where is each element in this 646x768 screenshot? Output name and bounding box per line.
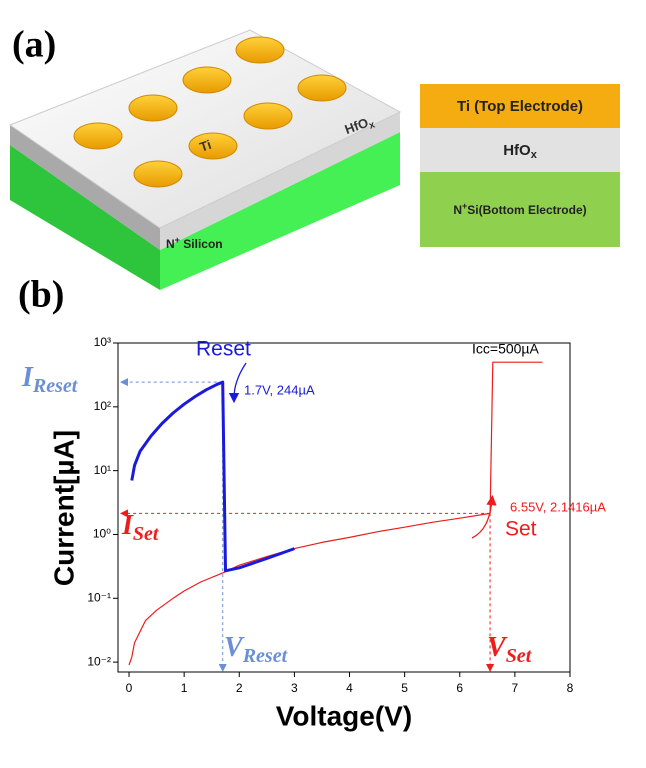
electrode (243, 102, 293, 130)
text: Si(Bottom Electrode) (467, 203, 586, 217)
annotation: Icc=500µA (472, 341, 539, 357)
silicon-label: N+ Silicon (166, 235, 223, 251)
text: Reset (32, 375, 79, 397)
text: N (453, 203, 462, 217)
silicon-right (160, 132, 400, 290)
text: V (487, 632, 508, 663)
y-tick-label: 10¹ (94, 463, 111, 477)
text: x (531, 149, 538, 161)
text: Silicon (180, 237, 223, 251)
y-tick-label: 10⁻² (87, 654, 111, 668)
plot-frame (117, 342, 571, 673)
x-tick-label: 6 (456, 681, 463, 695)
text: I (121, 510, 134, 541)
y-tick-label: 10² (94, 399, 111, 413)
electrode (128, 94, 178, 122)
x-tick-label: 4 (346, 681, 353, 695)
silicon-left (10, 145, 160, 290)
electrode (73, 122, 123, 150)
hfox-layer (420, 128, 620, 172)
series-label: Reset (196, 338, 251, 361)
y-tick-label: 10³ (94, 335, 111, 349)
guide-label: ISet (121, 510, 160, 544)
si-layer-label: N+Si(Bottom Electrode) (453, 201, 586, 217)
text: Set (133, 523, 160, 545)
series-label: Set (505, 518, 537, 541)
hfox-layer-label: HfOx (503, 142, 538, 161)
panel-label: (a) (12, 24, 56, 66)
text: Set (506, 645, 533, 667)
text: Reset (242, 645, 289, 667)
text: HfO (503, 142, 531, 159)
x-tick-label: 7 (512, 681, 519, 695)
device-3d: Ti HfOx N+ Silicon (8, 29, 402, 290)
electrodes (73, 36, 347, 188)
x-axis-label: Voltage(V) (276, 700, 412, 731)
ti-layer-label: Ti (Top Electrode) (457, 98, 583, 115)
guide-label: IReset (21, 362, 79, 396)
series-line (128, 361, 543, 666)
panel-label: (b) (18, 274, 64, 316)
arrow (471, 494, 497, 539)
electrode (297, 74, 347, 102)
guide-label: VSet (487, 632, 533, 666)
hfox-right (160, 112, 400, 250)
text: + (462, 201, 467, 211)
electrode (235, 36, 285, 64)
chart: 0 1 2 3 4 5 6 7 8 10³ 10² 10¹ 10⁰ 10⁻¹ 10⁻² Voltage(V) C… (21, 335, 606, 731)
electrode (133, 160, 183, 188)
y-axis-label: Current[µA] (48, 430, 79, 586)
electrode (188, 132, 238, 160)
text: N (166, 237, 175, 251)
si-layer (420, 172, 620, 247)
x-tick-label: 0 (126, 681, 133, 695)
electrode (182, 66, 232, 94)
series-line (130, 380, 295, 573)
arrow (228, 362, 247, 404)
text: x (367, 119, 376, 131)
x-tick-label: 3 (291, 681, 298, 695)
x-tick-label: 5 (401, 681, 408, 695)
y-tick-label: 10⁰ (93, 527, 111, 541)
x-tick-label: 2 (236, 681, 243, 695)
text: + (175, 235, 180, 245)
x-tick-label: 8 (567, 681, 574, 695)
ti-layer (420, 84, 620, 128)
annotation: 6.55V, 2.1416µA (510, 499, 606, 514)
text: V (224, 632, 245, 663)
layer-stack: Ti (Top Electrode) HfOx N+Si(Bottom Elec… (420, 84, 620, 247)
text: I (21, 362, 34, 393)
y-tick-label: 10⁻¹ (87, 590, 111, 604)
ti-label: Ti (198, 137, 213, 155)
annotation: 1.7V, 244µA (244, 382, 315, 397)
top-face (8, 29, 402, 229)
x-tick-label: 1 (181, 681, 188, 695)
guide-label: VReset (224, 632, 289, 666)
hfox-left (10, 125, 160, 250)
